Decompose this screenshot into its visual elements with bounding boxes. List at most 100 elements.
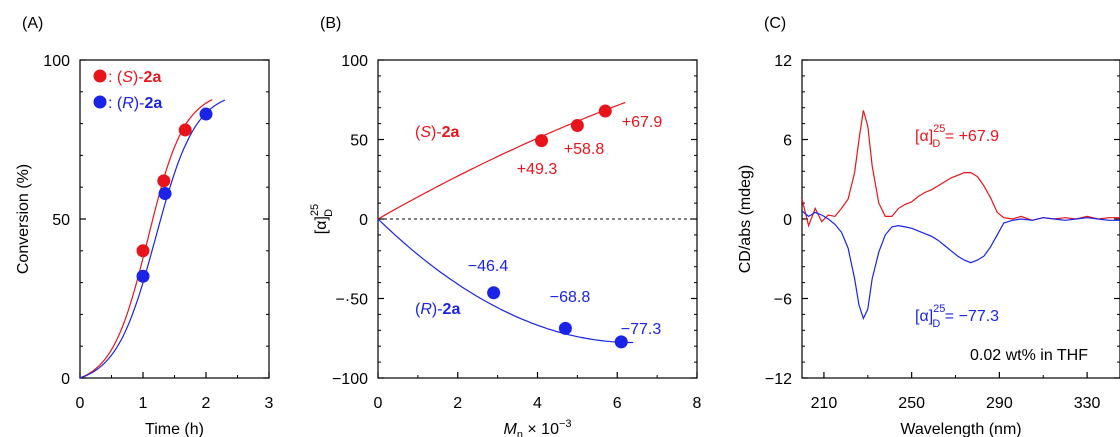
series-label-r: (R)-2a	[415, 301, 460, 318]
y-tick-label: −12	[765, 371, 792, 388]
y-tick-label: 0	[783, 212, 792, 229]
data-point	[598, 104, 612, 118]
x-tick-label: 8	[693, 395, 702, 412]
data-point	[178, 123, 192, 137]
x-axis-label: Wavelength (nm)	[900, 421, 1021, 437]
x-tick-label: 3	[265, 395, 274, 412]
text-span: n	[517, 429, 523, 437]
y-tick-label: 12	[774, 53, 792, 70]
legend-marker	[93, 69, 107, 83]
x-tick-label: 4	[533, 395, 542, 412]
x-tick-label: 1	[139, 395, 148, 412]
x-tick-label: 0	[374, 395, 383, 412]
data-label: +49.3	[517, 161, 558, 178]
data-point	[570, 119, 584, 133]
data-label: −46.4	[468, 258, 509, 275]
text-span: 25	[933, 303, 945, 315]
series-label-s: (S)-2a	[415, 124, 460, 141]
text-span: × 10	[523, 421, 559, 437]
y-tick-label: 100	[341, 53, 368, 70]
series-annotation: [α]25 D = +67.9	[915, 123, 999, 150]
text-span: D	[932, 318, 940, 330]
panel-label: (B)	[320, 15, 341, 32]
x-tick-label: 2	[453, 395, 462, 412]
data-label: +58.8	[564, 141, 605, 158]
text-span: R	[420, 301, 432, 318]
text-span: −3	[559, 418, 572, 430]
y-tick-label: 100	[43, 53, 70, 70]
x-tick-label: 210	[811, 395, 838, 412]
text-span: [α]	[313, 216, 330, 234]
y-tick-label: −·50	[336, 292, 369, 309]
data-point	[157, 174, 171, 188]
fit-curve	[79, 99, 213, 379]
y-tick-label: −100	[332, 371, 368, 388]
legend-marker	[93, 95, 107, 109]
annotation-text: 0.02 wt% in THF	[970, 347, 1088, 364]
y-axis-label: CD/abs (mdeg)	[737, 165, 754, 273]
panel-c: (C) 210 250 290 330 −12 −6 0 6 12 Wavelength (nm) C…	[737, 15, 1120, 437]
text-span: S	[122, 69, 133, 86]
panel-a: (A) 0 1 2 3 0 50 100 Time (h) Conversion (%)	[15, 15, 274, 437]
text-span: 2a	[442, 124, 460, 141]
text-span: = +67.9	[940, 128, 999, 145]
y-tick-label: 0	[61, 371, 70, 388]
data-point	[534, 134, 548, 148]
text-span: (	[415, 124, 421, 141]
text-span: : (	[108, 69, 123, 86]
data-point	[136, 269, 150, 283]
text-span: [α]	[915, 128, 933, 145]
y-tick-label: 6	[783, 133, 792, 150]
data-label: −68.8	[550, 289, 591, 306]
y-axis-label: Conversion (%)	[15, 164, 32, 274]
x-tick-label: 330	[1074, 395, 1101, 412]
y-tick-label: 50	[52, 212, 70, 229]
text-span: S	[420, 124, 431, 141]
fit-curve	[377, 101, 626, 220]
panel-b: (B) 0 2 4 6 8 −100 −·50 0 50 100 Mn × 10−3 [α]25 D	[309, 15, 702, 437]
x-tick-label: 6	[613, 395, 622, 412]
spectrum-line	[801, 210, 1120, 321]
data-point	[158, 187, 172, 201]
data-label: −77.3	[621, 321, 662, 338]
data-point	[136, 244, 150, 258]
text-span: 2a	[144, 95, 162, 112]
text-span: 2a	[144, 69, 162, 86]
fit-curve	[79, 99, 226, 379]
x-axis-label: Mn × 10−3	[503, 418, 571, 437]
y-tick-label: 50	[350, 133, 368, 150]
text-span: (	[415, 301, 421, 318]
text-span: )-	[431, 124, 442, 141]
text-span: )-	[133, 69, 144, 86]
x-axis-label: Time (h)	[145, 421, 204, 437]
series-annotation: [α]25 D = −77.3	[915, 303, 999, 330]
fit-curve	[377, 218, 634, 344]
text-span: D	[932, 138, 940, 150]
text-span: )-	[432, 301, 443, 318]
y-axis-label: [α]25 D	[309, 204, 335, 234]
panel-label: (A)	[22, 15, 43, 32]
text-span: 25	[309, 204, 321, 216]
legend-entry: : (S)-2a	[108, 69, 161, 86]
text-span: : (	[108, 95, 123, 112]
x-tick-label: 0	[76, 395, 85, 412]
y-tick-label: 0	[359, 212, 368, 229]
text-span: )-	[134, 95, 145, 112]
text-span: 2a	[443, 301, 461, 318]
x-tick-label: 290	[986, 395, 1013, 412]
text-span: M	[503, 421, 517, 437]
text-span: [α]	[915, 308, 933, 325]
text-span: 25	[933, 123, 945, 135]
legend-entry: : (R)-2a	[108, 95, 162, 112]
text-span: = −77.3	[940, 308, 999, 325]
data-point	[614, 335, 628, 349]
data-point	[558, 321, 572, 335]
data-point	[199, 107, 213, 121]
data-point	[487, 286, 501, 300]
text-span: D	[323, 209, 335, 217]
x-tick-label: 2	[202, 395, 211, 412]
panel-label: (C)	[764, 15, 786, 32]
x-tick-label: 250	[898, 395, 925, 412]
y-tick-label: −6	[774, 292, 792, 309]
